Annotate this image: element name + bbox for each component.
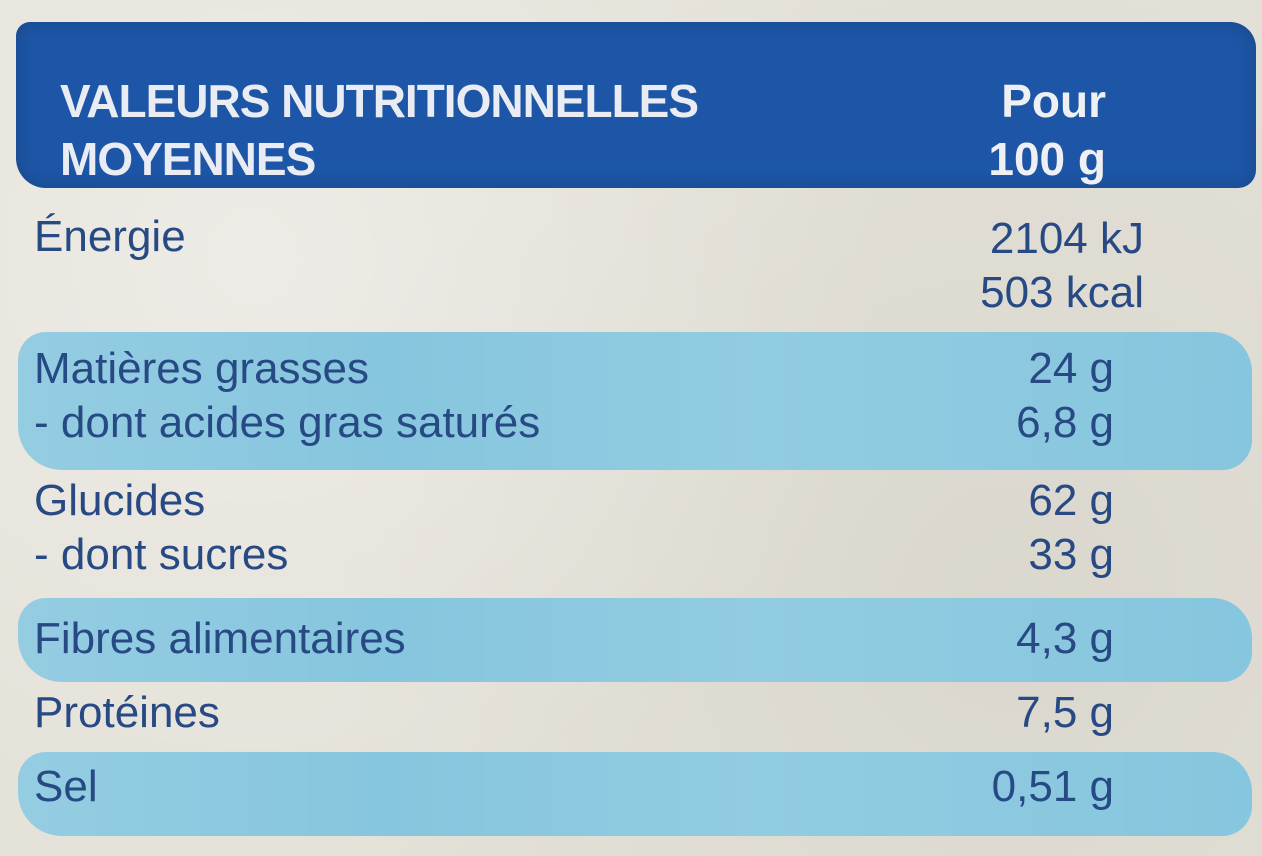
row-label: - dont acides gras saturés — [34, 398, 541, 447]
row-label: - dont sucres — [34, 530, 289, 579]
band-fat — [18, 332, 1252, 470]
table-row-acides-gras-satures: - dont acides gras saturés 6,8 g — [34, 396, 1114, 450]
row-label: Énergie — [34, 212, 186, 261]
row-label: Fibres alimentaires — [34, 614, 406, 663]
band-salt — [18, 752, 1252, 836]
table-row-glucides: Glucides 62 g — [34, 474, 1114, 528]
header-title: VALEURS NUTRITIONNELLES MOYENNES — [60, 72, 760, 188]
band-fibre — [18, 598, 1252, 682]
row-value: 7,5 g — [1016, 688, 1114, 737]
row-value-kj: 2104 kJ — [989, 214, 1144, 263]
row-label: Glucides — [34, 476, 206, 525]
row-value: 33 g — [1028, 530, 1114, 579]
header-column-label: Pour 100 g — [906, 72, 1106, 188]
table-row-energie: Énergie 2104 kJ 503 kcal — [34, 210, 1144, 320]
header-column-line1: Pour — [1001, 75, 1106, 127]
row-label: Protéines — [34, 688, 220, 737]
header-column-line2: 100 g — [988, 133, 1106, 185]
row-value: 0,51 g — [991, 762, 1114, 811]
table-row-proteines: Protéines 7,5 g — [34, 686, 1114, 740]
row-value: 2104 kJ 503 kcal — [980, 212, 1144, 320]
row-value: 62 g — [1028, 476, 1114, 525]
table-row-sucres: - dont sucres 33 g — [34, 528, 1114, 582]
header-title-line1: VALEURS NUTRITIONNELLES — [60, 75, 699, 127]
table-row-sel: Sel 0,51 g — [34, 760, 1114, 814]
row-value: 24 g — [1028, 344, 1114, 393]
table-row-fibres: Fibres alimentaires 4,3 g — [34, 612, 1114, 666]
table-row-matieres-grasses: Matières grasses 24 g — [34, 342, 1114, 396]
row-label: Sel — [34, 762, 98, 811]
row-value: 6,8 g — [1016, 398, 1114, 447]
row-value: 4,3 g — [1016, 614, 1114, 663]
header-title-line2: MOYENNES — [60, 133, 316, 185]
row-label: Matières grasses — [34, 344, 370, 393]
row-value-kcal: 503 kcal — [980, 268, 1144, 317]
table-header: VALEURS NUTRITIONNELLES MOYENNES Pour 10… — [16, 22, 1256, 188]
